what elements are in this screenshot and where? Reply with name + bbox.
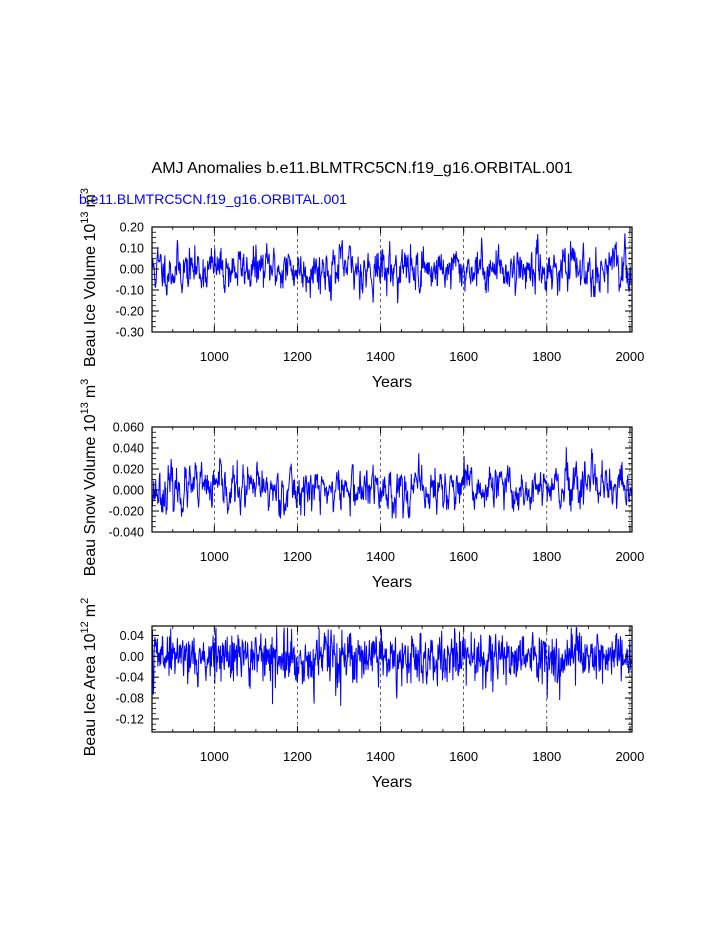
x-tick-label: 1200 [283,549,312,564]
x-axis-label: Years [372,374,412,391]
y-axis-label-exp: 13 [79,211,91,223]
x-tick-label: 1600 [449,349,478,364]
y-axis-label-unit: m [82,194,99,207]
y-tick-label: 0.020 [113,463,144,477]
x-tick-label: 1400 [366,549,395,564]
x-tick-label: 2000 [615,549,644,564]
x-tick-label: 1200 [283,749,312,764]
y-axis-label-exp: 12 [79,621,91,633]
plot-frame [151,625,633,733]
x-axis-label: Years [372,774,412,791]
y-axis-label: Beau Ice Volume 1013 m3 [79,188,99,367]
figure-subtitle: b.e11.BLMTRC5CN.f19_g16.ORBITAL.001 [79,191,347,207]
y-tick-label: 0.20 [120,221,144,235]
y-tick-label: 0.10 [120,242,144,256]
y-tick-label: -0.020 [109,505,144,519]
x-axis-label: Years [372,574,412,591]
y-axis-label-text: Beau Ice Volume 10 [82,224,99,367]
x-tick-label: 1400 [366,349,395,364]
x-tick-label: 1800 [532,549,561,564]
y-axis-label-unit-exp: 3 [79,379,91,385]
x-tick-label: 1400 [366,749,395,764]
x-tick-label: 2000 [615,349,644,364]
plot-frame [151,226,633,333]
x-tick-label: 1200 [283,349,312,364]
panel-ice-volume: 1000 1200 1400 1600 1800 2000 -0.30 -0.20 -0.10 0… [79,188,644,391]
y-tick-label: -0.10 [116,284,145,298]
panels: 1000 1200 1400 1600 1800 2000 -0.30 -0.20 -0.10 0… [79,188,644,791]
y-axis-label-text: Beau Snow Volume 10 [82,414,99,576]
y-tick-label: 0.060 [113,421,144,435]
y-tick-label: 0.000 [113,484,144,498]
x-tick-label: 1800 [532,749,561,764]
plot-frame [151,426,633,533]
panel-snow-volume: 1000 1200 1400 1600 1800 2000 -0.040 -0.020 0.00… [79,379,644,591]
y-axis-label-unit-exp: 2 [79,598,91,604]
x-tick-label: 1000 [200,549,229,564]
y-axis-label-unit: m [82,604,99,617]
x-tick-label: 1600 [449,749,478,764]
y-tick-label: 0.00 [120,263,144,277]
x-tick-label: 1600 [449,549,478,564]
x-tick-label: 1000 [200,349,229,364]
y-axis-label-unit: m [82,385,99,398]
y-tick-label: 0.040 [113,442,144,456]
series-line [151,627,632,706]
y-tick-label: 0.00 [120,650,144,664]
x-tick-label: 1000 [200,749,229,764]
y-tick-label: -0.04 [116,671,145,685]
y-axis-label: Beau Snow Volume 1013 m3 [79,379,99,577]
y-axis-label-exp: 13 [79,402,91,414]
series-line [151,233,632,304]
y-tick-label: -0.20 [116,305,145,319]
y-tick-label: -0.12 [116,712,145,726]
y-tick-label: -0.040 [109,526,144,540]
y-tick-label: -0.30 [116,326,145,340]
panel-ice-area: 1000 1200 1400 1600 1800 2000 -0.12 -0.08 -0.04 0… [79,598,644,791]
series-line [151,447,632,519]
x-tick-label: 1800 [532,349,561,364]
x-tick-label: 2000 [615,749,644,764]
y-tick-label: 0.04 [120,629,144,643]
y-axis-label-unit-exp: 3 [79,188,91,194]
y-axis-label: Beau Ice Area 1012 m2 [79,598,99,756]
y-tick-label: -0.08 [116,692,145,706]
y-axis-label-text: Beau Ice Area 10 [82,633,99,756]
figure-title: AMJ Anomalies b.e11.BLMTRC5CN.f19_g16.OR… [152,160,573,177]
